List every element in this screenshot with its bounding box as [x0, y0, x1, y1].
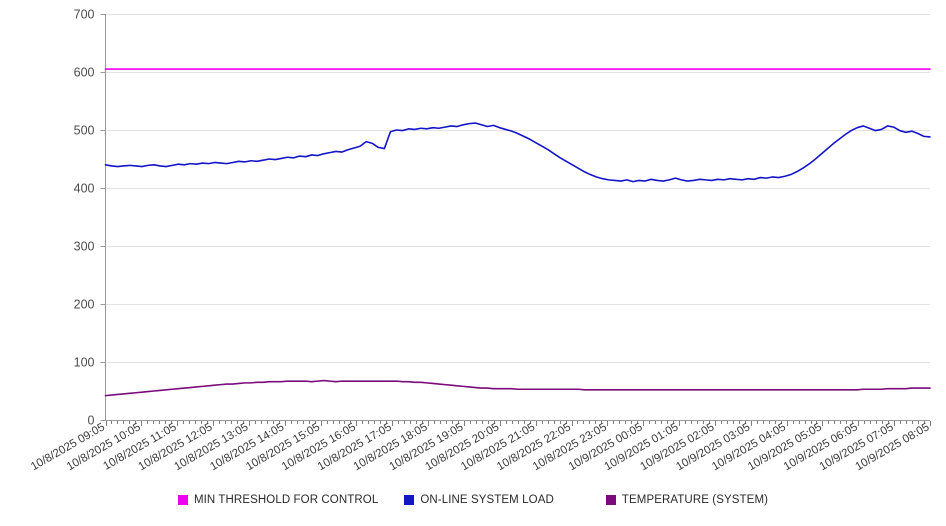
y-tick-marks-group: [100, 14, 106, 421]
legend-label: ON-LINE SYSTEM LOAD: [420, 494, 554, 506]
chart-legend: MIN THRESHOLD FOR CONTROL ON-LINE SYSTEM …: [0, 494, 946, 506]
legend-item-1[interactable]: ON-LINE SYSTEM LOAD: [404, 494, 554, 506]
y-axis-tick-label: 400: [74, 182, 95, 196]
gridlines-group: [105, 14, 930, 363]
series-line-2: [104, 379, 931, 397]
y-axis-tick-label: 300: [74, 240, 95, 254]
y-axis-tick-label: 600: [74, 66, 95, 80]
line-chart-plot: 0 100 200 300 400 500 600 700 10/8/2025 09:0510…: [29, 8, 932, 474]
legend-color-swatch: [605, 495, 616, 505]
y-axis-tick-label: 700: [74, 8, 95, 22]
y-axis-labels-group: 0 100 200 300 400 500 600 700: [74, 8, 95, 428]
x-minor-ticks-group: [106, 421, 931, 426]
y-axis-tick-label: 200: [74, 298, 95, 312]
legend-label: TEMPERATURE (SYSTEM): [621, 494, 769, 506]
data-series-group: [104, 68, 931, 397]
legend-color-swatch: [404, 495, 415, 505]
legend-item-2[interactable]: TEMPERATURE (SYSTEM): [605, 494, 769, 506]
series-line-1: [104, 122, 931, 183]
legend-item-0[interactable]: MIN THRESHOLD FOR CONTROL: [177, 494, 379, 506]
legend-label: MIN THRESHOLD FOR CONTROL: [193, 494, 379, 506]
legend-color-swatch: [177, 495, 188, 505]
y-axis-tick-label: 100: [74, 356, 95, 370]
y-axis-tick-label: 500: [74, 124, 95, 138]
y-axis-tick-label: 0: [88, 414, 95, 428]
